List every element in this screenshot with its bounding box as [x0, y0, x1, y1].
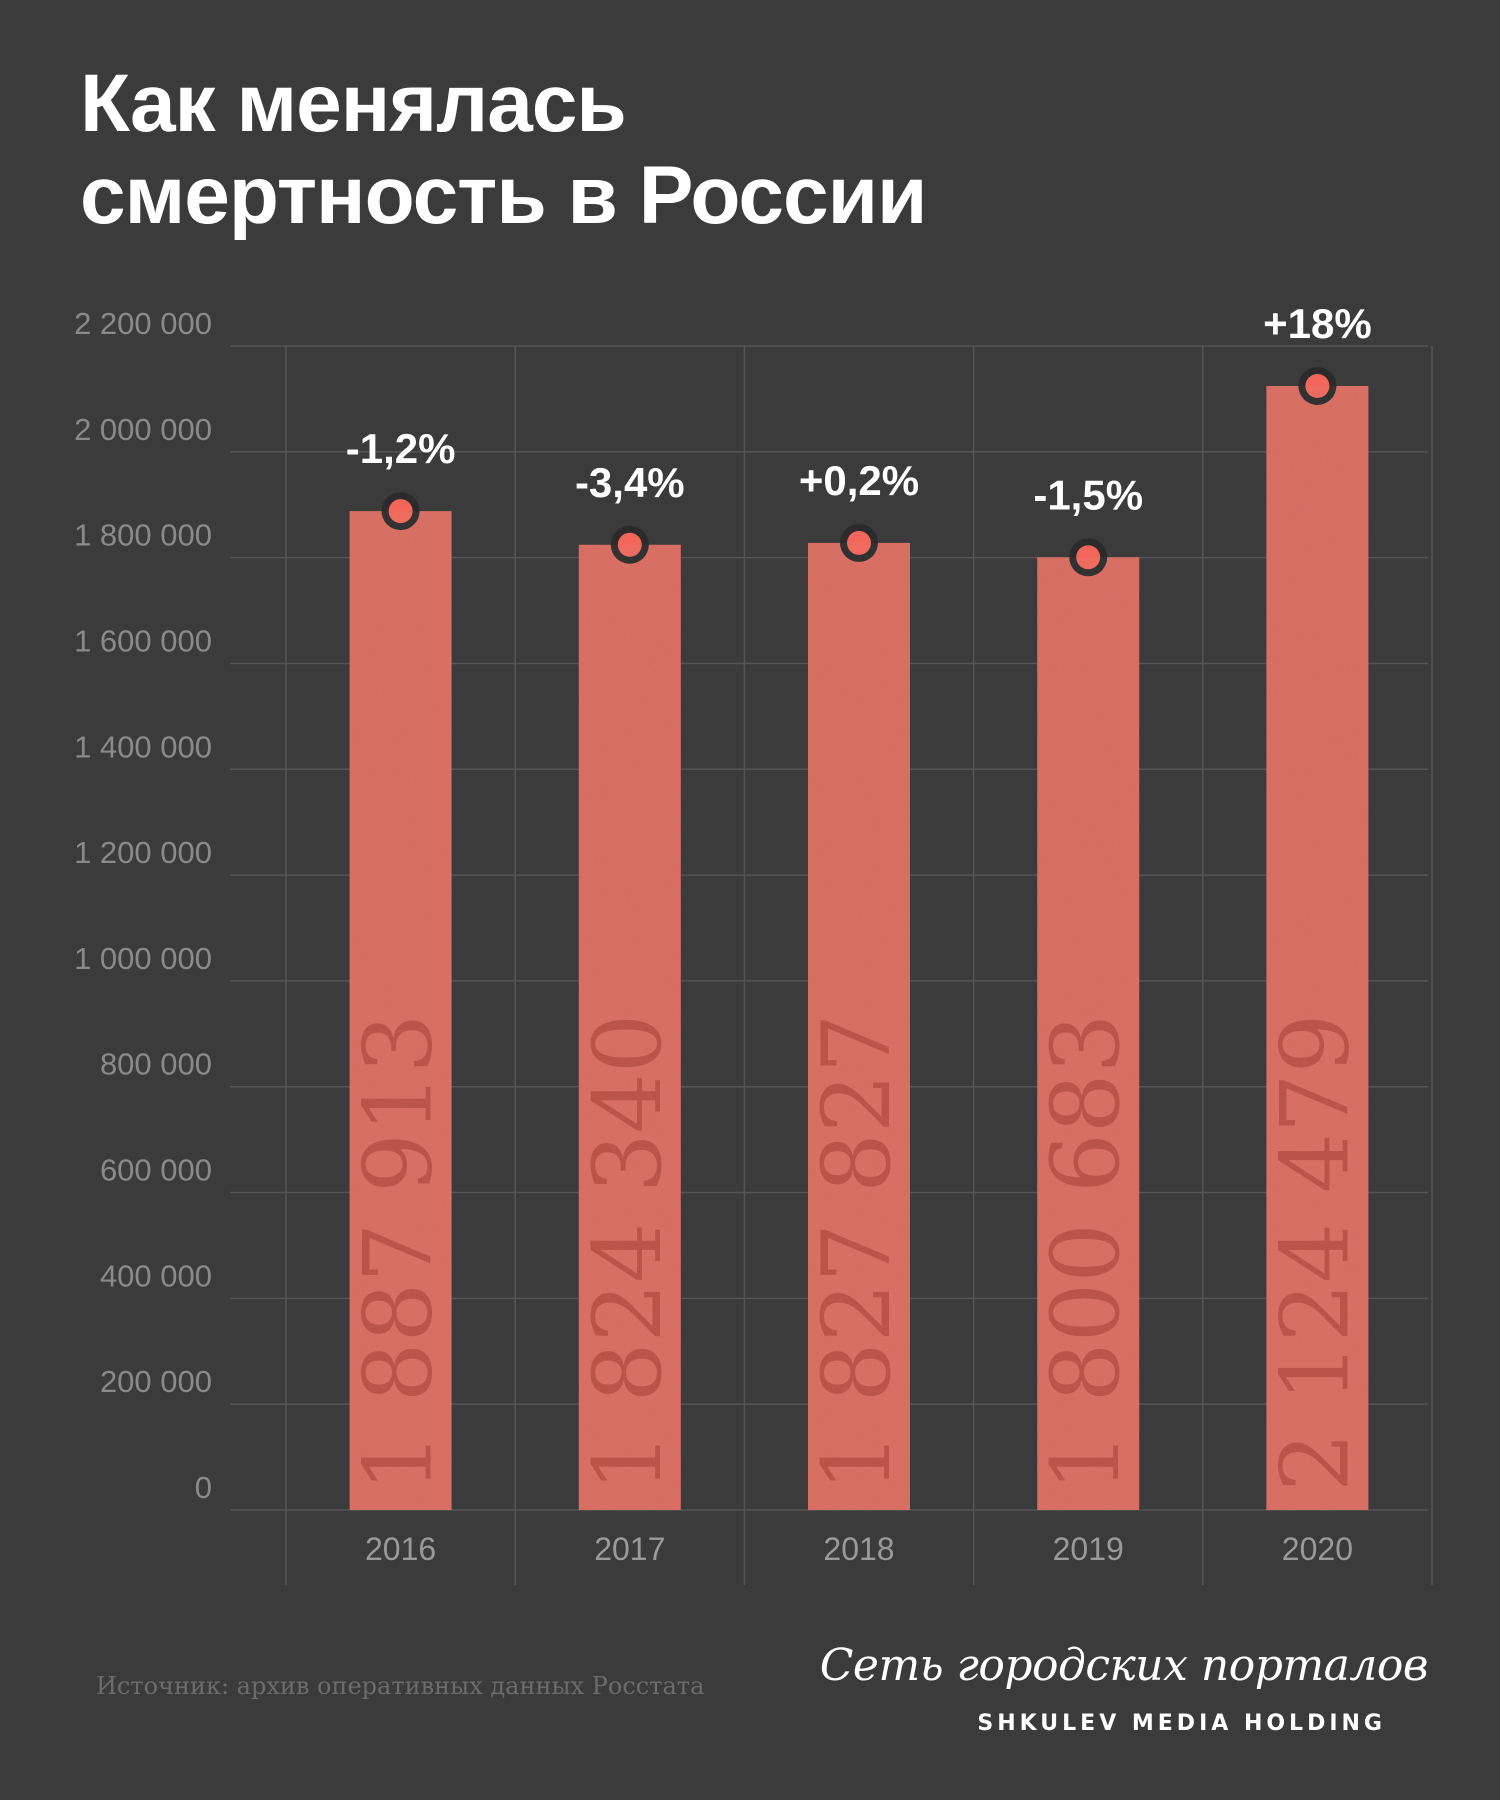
- y-tick-label: 1 000 000: [74, 941, 212, 976]
- change-label: +0,2%: [799, 457, 919, 504]
- bar-texture-rect: [1266, 385, 1369, 1510]
- y-tick-label: 2 200 000: [74, 306, 212, 341]
- y-tick-label: 800 000: [100, 1047, 212, 1082]
- brand-holding: SHKULEV MEDIA HOLDING: [977, 1711, 1386, 1736]
- y-tick-label: 1 200 000: [74, 835, 212, 870]
- page-title: Как менялась смертность в России: [80, 58, 927, 242]
- y-tick-label: 1 800 000: [74, 518, 212, 553]
- y-tick-label: 0: [195, 1470, 212, 1505]
- bar-chart: 0 200 000 400 000 600 000 800 000 1 000 000 1 …: [74, 300, 1433, 1585]
- y-tick-label: 600 000: [100, 1153, 212, 1188]
- change-label: +18%: [1263, 300, 1372, 347]
- change-label: -3,4%: [575, 459, 685, 506]
- bar-texture-rect: [349, 511, 452, 1510]
- change-label: -1,2%: [346, 425, 456, 472]
- title-line-1: Как менялась: [80, 58, 627, 149]
- bar-texture: [349, 385, 1369, 1510]
- x-tick-label: 2016: [365, 1531, 436, 1567]
- x-tick-label: 2020: [1282, 1531, 1353, 1567]
- bar-texture-rect: [1037, 557, 1140, 1510]
- y-tick-label: 1 400 000: [74, 729, 212, 764]
- y-tick-label: 1 600 000: [74, 623, 212, 658]
- bar-texture-rect: [578, 544, 681, 1510]
- y-tick-label: 200 000: [100, 1364, 212, 1399]
- change-label: -1,5%: [1033, 471, 1143, 518]
- y-tick-label: 400 000: [100, 1258, 212, 1293]
- bar-texture-rect: [808, 542, 910, 1510]
- title-line-2: смертность в России: [80, 150, 927, 241]
- x-tick-label: 2018: [823, 1531, 894, 1567]
- brand-logo-script: Сеть городских порталов: [819, 1640, 1429, 1691]
- x-tick-label: 2019: [1053, 1531, 1124, 1567]
- y-tick-label: 2 000 000: [74, 412, 212, 447]
- source-note: Источник: архив оперативных данных Росст…: [96, 1672, 705, 1700]
- x-tick-label: 2017: [594, 1531, 665, 1567]
